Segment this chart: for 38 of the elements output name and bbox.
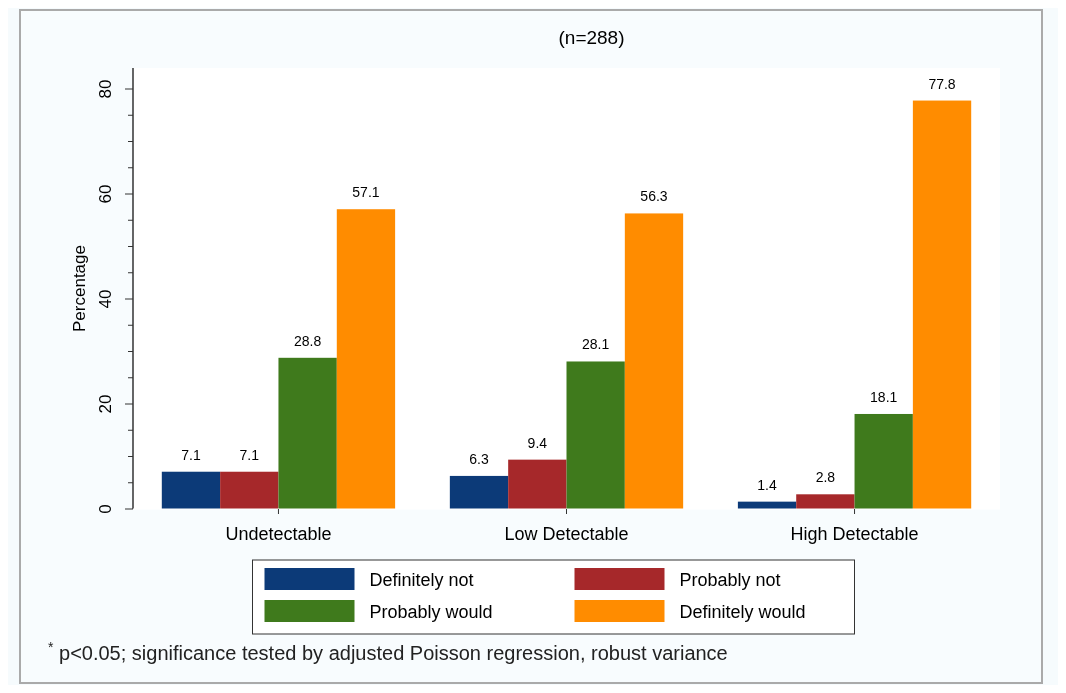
chart-title: (n=288) <box>558 27 625 48</box>
bar <box>912 100 972 509</box>
data-label: 9.4 <box>527 434 548 451</box>
data-label: 1.4 <box>757 476 777 493</box>
bar <box>278 357 337 509</box>
data-label: 7.1 <box>239 446 260 463</box>
x-tick-label: Low Detectable <box>504 524 629 544</box>
y-tick-label: 60 <box>96 184 115 204</box>
y-tick-label: 40 <box>96 289 115 309</box>
bar <box>336 209 396 509</box>
bar <box>220 471 279 509</box>
y-tick-label: 80 <box>96 79 115 99</box>
data-label: 56.3 <box>640 188 668 205</box>
x-tick-label: High Detectable <box>790 524 919 544</box>
data-label: 57.1 <box>352 184 380 201</box>
data-label: 7.1 <box>181 446 201 463</box>
data-label: 18.1 <box>870 388 898 405</box>
bar <box>508 459 567 509</box>
bar <box>566 361 625 509</box>
data-label: 6.3 <box>469 450 489 467</box>
bar <box>449 475 509 509</box>
y-axis-title: Percentage <box>70 245 89 332</box>
data-label: 28.8 <box>294 332 322 349</box>
data-label: 77.8 <box>928 75 956 92</box>
legend-label: Probably would <box>369 602 493 622</box>
legend-label: Probably not <box>679 570 781 590</box>
bar <box>624 213 684 509</box>
y-tick-label: 0 <box>96 504 115 514</box>
legend-label: Definitely would <box>679 602 806 622</box>
legend-label: Definitely not <box>369 570 474 590</box>
bar <box>161 471 221 509</box>
x-tick-label: Undetectable <box>225 524 332 544</box>
y-tick-label: 20 <box>96 394 115 414</box>
data-label: 2.8 <box>815 469 836 486</box>
bar <box>854 413 913 509</box>
bar <box>796 494 855 509</box>
text: $^{*}$p<0.05; significance tested by adjusted Poisson regression, robust variance <box>48 639 728 664</box>
data-label: 28.1 <box>582 336 610 353</box>
